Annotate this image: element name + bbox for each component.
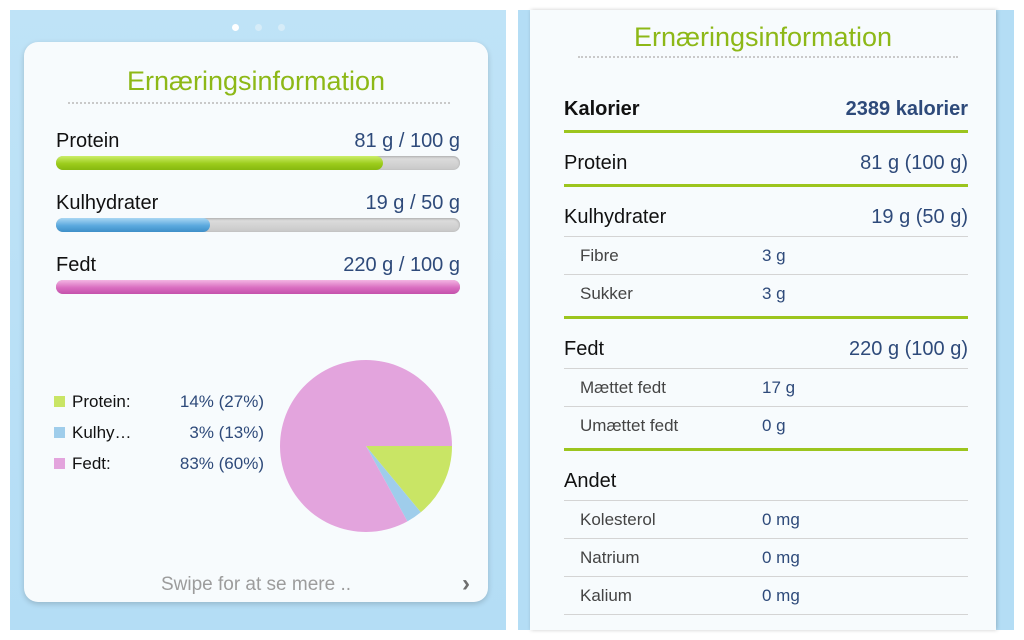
- row-value: 0 mg: [762, 548, 800, 567]
- pie-slice-kulhydrater: [366, 446, 421, 522]
- macro-label: Fedt: [56, 254, 97, 276]
- macro-label: Kulhydrater: [56, 192, 159, 214]
- macro-pie-chart: [280, 360, 452, 532]
- row-value: 17 g: [762, 378, 796, 397]
- macro-protein: Protein 81 g / 100 g: [56, 130, 460, 178]
- section-divider: [564, 184, 968, 187]
- progress-fill: [56, 156, 384, 170]
- sodium-row: Natrium 0 mg: [564, 548, 968, 578]
- row-value: 0 mg: [762, 586, 800, 605]
- progress-bar-fat: [56, 280, 460, 294]
- macro-carbs: Kulhydrater 19 g / 50 g: [56, 192, 460, 240]
- row-label: Sukker: [580, 284, 633, 303]
- sugar-row: Sukker 3 g: [564, 284, 968, 314]
- row-divider: [564, 614, 968, 615]
- row-label: Umættet fedt: [580, 416, 679, 435]
- row-label: Kolesterol: [580, 510, 656, 529]
- row-label: Kalorier: [564, 98, 640, 120]
- progress-bar-protein: [56, 156, 460, 170]
- row-value: 81 g (100 g): [860, 152, 968, 174]
- row-value: 220 g (100 g): [849, 338, 968, 360]
- legend-item-carbs: Kulhy… 3% (13%): [54, 423, 264, 454]
- pie-slice-fedt: [280, 360, 452, 532]
- card-title: Ernæringsinformation: [126, 66, 386, 96]
- fibre-row: Fibre 3 g: [564, 246, 968, 276]
- row-label: Natrium: [580, 548, 640, 567]
- row-value: 19 g (50 g): [871, 206, 968, 228]
- legend-value: 14% (27%): [179, 392, 264, 411]
- cholesterol-row: Kolesterol 0 mg: [564, 510, 968, 540]
- page-dot-2[interactable]: [254, 24, 262, 31]
- detail-page[interactable]: Ernæringsinformation Kalorier 2389 kalor…: [518, 10, 1014, 630]
- title-divider: [578, 56, 958, 58]
- progress-bar-carbs: [56, 218, 460, 232]
- macro-value: 220 g / 100 g: [343, 254, 460, 276]
- macro-label: Protein: [56, 130, 120, 152]
- row-divider: [564, 236, 968, 237]
- chevron-right-icon[interactable]: ›: [462, 570, 470, 597]
- row-divider: [564, 368, 968, 369]
- nutrition-card: Ernæringsinformation Protein 81 g / 100 …: [24, 42, 488, 602]
- row-label: Fedt: [564, 338, 605, 360]
- unsaturated-fat-row: Umættet fedt 0 g: [564, 416, 968, 446]
- macro-value: 81 g / 100 g: [354, 130, 460, 152]
- legend-swatch: [54, 458, 65, 469]
- legend-value: 3% (13%): [189, 423, 264, 442]
- potassium-row: Kalium 0 mg: [564, 586, 968, 616]
- detail-card: Ernæringsinformation Kalorier 2389 kalor…: [530, 10, 996, 630]
- row-divider: [564, 538, 968, 539]
- calories-row: Kalorier 2389 kalorier: [564, 98, 968, 134]
- page-dot-1[interactable]: [231, 24, 239, 31]
- section-divider: [564, 448, 968, 451]
- row-divider: [564, 576, 968, 577]
- row-label: Mættet fedt: [580, 378, 666, 397]
- carbs-row: Kulhydrater 19 g (50 g): [564, 206, 968, 242]
- fat-row: Fedt 220 g (100 g): [564, 338, 968, 374]
- macro-fat: Fedt 220 g / 100 g: [56, 254, 460, 302]
- macro-value: 19 g / 50 g: [365, 192, 460, 214]
- pie-legend: Protein: 14% (27%) Kulhy… 3% (13%) Fedt:…: [54, 392, 264, 485]
- row-value: 2389 kalorier: [845, 98, 968, 120]
- legend-label: Fedt:: [72, 454, 111, 473]
- row-label: Fibre: [580, 246, 619, 265]
- page-dot-3[interactable]: [277, 24, 285, 31]
- saturated-fat-row: Mættet fedt 17 g: [564, 378, 968, 408]
- legend-item-fat: Fedt: 83% (60%): [54, 454, 264, 485]
- section-divider: [564, 130, 968, 133]
- row-label: Kalium: [580, 586, 632, 605]
- page-indicator[interactable]: [10, 18, 506, 31]
- legend-value: 83% (60%): [179, 454, 264, 473]
- legend-item-protein: Protein: 14% (27%): [54, 392, 264, 423]
- row-label: Kulhydrater: [564, 206, 667, 228]
- row-divider: [564, 406, 968, 407]
- progress-fill: [56, 218, 210, 232]
- row-label: Protein: [564, 152, 628, 174]
- row-divider: [564, 274, 968, 275]
- summary-page[interactable]: Ernæringsinformation Protein 81 g / 100 …: [10, 10, 506, 630]
- swipe-hint: Swipe for at se mere ..: [160, 574, 352, 595]
- legend-swatch: [54, 427, 65, 438]
- row-value: 3 g: [762, 246, 786, 265]
- legend-label: Protein:: [72, 392, 131, 411]
- detail-title: Ernæringsinformation: [633, 22, 893, 52]
- row-label: Andet: [564, 470, 617, 492]
- row-value: 0 mg: [762, 510, 800, 529]
- other-row: Andet: [564, 470, 968, 506]
- legend-swatch: [54, 396, 65, 407]
- progress-fill: [56, 280, 460, 294]
- row-divider: [564, 500, 968, 501]
- pie-slice-protein: [366, 446, 452, 513]
- legend-label: Kulhy…: [72, 423, 132, 442]
- row-value: 3 g: [762, 284, 786, 303]
- section-divider: [564, 316, 968, 319]
- row-value: 0 g: [762, 416, 786, 435]
- protein-row: Protein 81 g (100 g): [564, 152, 968, 188]
- title-divider: [68, 102, 450, 104]
